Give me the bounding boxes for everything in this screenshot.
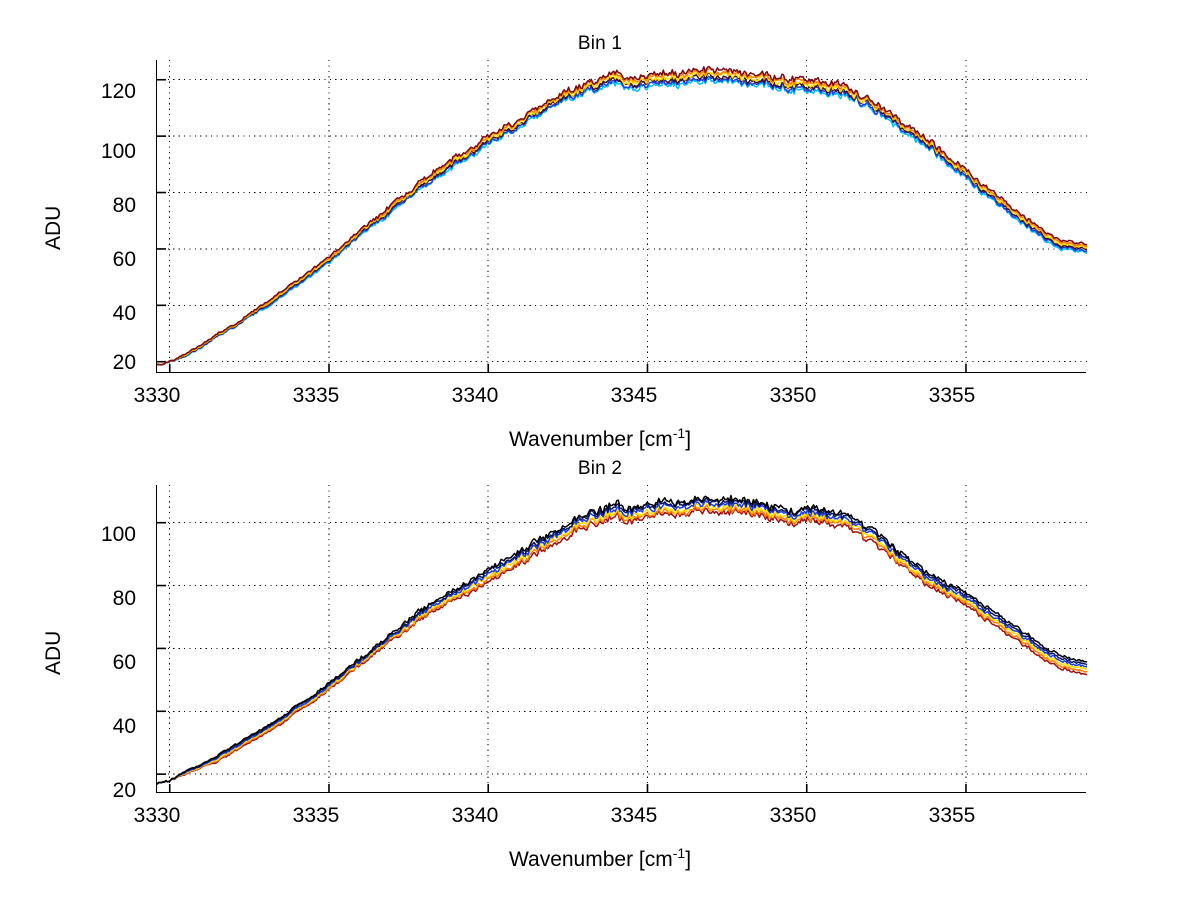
x-tick-label: 3345 xyxy=(610,384,658,407)
x-tick-label: 3350 xyxy=(769,384,817,407)
y-tick-label: 120 xyxy=(100,80,136,103)
y-tick-label: 80 xyxy=(112,587,136,610)
y-tick-label: 100 xyxy=(100,140,136,163)
x-tick-label: 3355 xyxy=(928,384,976,407)
y-tick-label: 20 xyxy=(112,351,136,374)
x-axis-label-tail: ] xyxy=(685,428,692,451)
x-tick-label: 3340 xyxy=(451,384,499,407)
x-axis-label-tail: ] xyxy=(685,848,692,871)
x-axis-label-text: Wavenumber [cm xyxy=(508,848,673,871)
panel-bin-1: Bin 1 ADU 20 40 60 80 100 120 3330 3335 … xyxy=(0,0,1200,452)
y-tick-label: 20 xyxy=(112,779,136,802)
panel-bin-2: Bin 2 ADU 20 40 60 80 100 3330 3335 3340… xyxy=(0,450,1200,901)
y-axis-label-bin-1: ADU xyxy=(42,205,65,250)
x-tick-label: 3350 xyxy=(769,804,817,827)
x-axis-label-superscript: -1 xyxy=(672,425,686,441)
x-axis-label-bin-1: Wavenumber [cm-1] xyxy=(0,425,1200,452)
x-tick-label: 3355 xyxy=(928,804,976,827)
x-axis-label-bin-2: Wavenumber [cm-1] xyxy=(0,845,1200,872)
x-axis-label-superscript: -1 xyxy=(672,845,686,861)
x-tick-label: 3340 xyxy=(451,804,499,827)
y-tick-label: 40 xyxy=(112,715,136,738)
x-tick-label: 3330 xyxy=(133,384,181,407)
y-tick-label: 60 xyxy=(112,248,136,271)
x-axis-label-text: Wavenumber [cm xyxy=(508,428,673,451)
y-axis-label-bin-2: ADU xyxy=(42,630,65,675)
panel-title-bin-1: Bin 1 xyxy=(577,33,623,54)
plot-area-bin-2 xyxy=(156,485,1088,793)
plot-svg-bin-1 xyxy=(156,60,1088,373)
y-tick-label: 40 xyxy=(112,302,136,325)
x-tick-label: 3330 xyxy=(133,804,181,827)
y-tick-label: 60 xyxy=(112,651,136,674)
plot-area-bin-1 xyxy=(156,60,1088,373)
panel-title-bin-2: Bin 2 xyxy=(577,458,623,479)
x-tick-label: 3335 xyxy=(292,804,340,827)
y-tick-label: 100 xyxy=(100,523,136,546)
x-tick-label: 3335 xyxy=(292,384,340,407)
x-tick-label: 3345 xyxy=(610,804,658,827)
plot-svg-bin-2 xyxy=(156,485,1088,793)
y-tick-label: 80 xyxy=(112,194,136,217)
